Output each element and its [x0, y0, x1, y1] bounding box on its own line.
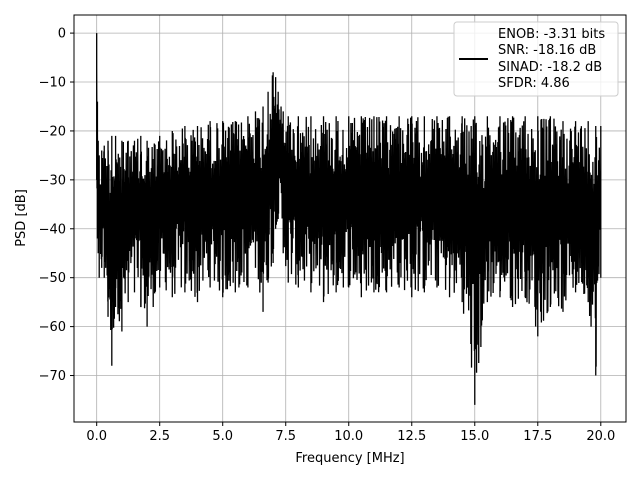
x-tick-label: 0.0 — [86, 429, 107, 444]
x-tick-label: 15.0 — [460, 429, 489, 444]
y-tick-label: −70 — [39, 369, 66, 384]
psd-series — [96, 33, 602, 405]
legend-enob: ENOB: -3.31 bits — [498, 27, 605, 42]
legend-snr: SNR: -18.16 dB — [498, 43, 596, 58]
y-tick-label: −30 — [39, 173, 66, 188]
x-axis-label: Frequency [MHz] — [295, 451, 404, 466]
legend: ENOB: -3.31 bits SNR: -18.16 dB SINAD: -… — [453, 21, 619, 97]
y-tick-label: 0 — [58, 27, 66, 42]
x-tick-label: 5.0 — [212, 429, 233, 444]
x-ticks: 0.0 2.5 5.0 7.5 10.0 12.5 15.0 17.5 20.0 — [86, 422, 615, 444]
y-tick-label: −60 — [39, 320, 66, 335]
x-tick-label: 7.5 — [275, 429, 296, 444]
plot-frame — [73, 14, 627, 423]
y-tick-label: −40 — [39, 222, 66, 237]
legend-sfdr: SFDR: 4.86 — [498, 76, 570, 91]
legend-box — [453, 21, 619, 97]
y-ticks: 0 −10 −20 −30 −40 −50 −60 −70 — [39, 27, 74, 384]
legend-sinad: SINAD: -18.2 dB — [498, 60, 602, 75]
x-tick-label: 10.0 — [334, 429, 363, 444]
x-tick-label: 17.5 — [523, 429, 552, 444]
y-tick-label: −20 — [39, 124, 66, 139]
x-tick-label: 2.5 — [149, 429, 170, 444]
y-axis-label: PSD [dB] — [14, 189, 29, 247]
x-tick-label: 12.5 — [397, 429, 426, 444]
psd-line — [96, 33, 602, 405]
y-tick-label: −50 — [39, 271, 66, 286]
y-tick-label: −10 — [39, 76, 66, 91]
x-tick-label: 20.0 — [586, 429, 615, 444]
